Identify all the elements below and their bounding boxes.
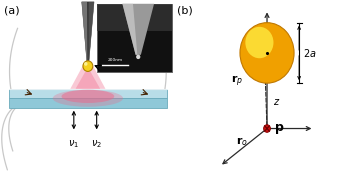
- FancyBboxPatch shape: [97, 4, 172, 72]
- Polygon shape: [82, 2, 87, 61]
- Ellipse shape: [53, 90, 123, 107]
- Polygon shape: [9, 89, 167, 98]
- Text: $\mathbf{p}$: $\mathbf{p}$: [274, 122, 284, 136]
- Polygon shape: [9, 98, 167, 108]
- Text: $2a$: $2a$: [304, 47, 317, 59]
- Text: 200nm: 200nm: [107, 58, 123, 62]
- Polygon shape: [70, 66, 105, 89]
- Polygon shape: [82, 2, 94, 61]
- Circle shape: [83, 61, 93, 71]
- Circle shape: [240, 23, 294, 83]
- Polygon shape: [97, 4, 172, 31]
- Circle shape: [264, 125, 270, 132]
- Ellipse shape: [62, 90, 114, 103]
- Circle shape: [84, 62, 88, 66]
- Text: $\nu_1$: $\nu_1$: [68, 138, 79, 150]
- Text: $z$: $z$: [273, 97, 280, 107]
- Polygon shape: [122, 4, 154, 55]
- Polygon shape: [76, 72, 100, 89]
- Text: (a): (a): [3, 6, 19, 16]
- Text: $\mathbf{r}_o$: $\mathbf{r}_o$: [236, 135, 248, 148]
- Polygon shape: [89, 2, 94, 61]
- Text: (b): (b): [177, 6, 193, 16]
- Circle shape: [136, 55, 140, 59]
- Text: $\nu_2$: $\nu_2$: [91, 138, 102, 150]
- Polygon shape: [122, 4, 137, 55]
- Circle shape: [245, 27, 273, 58]
- Text: $\mathbf{r}_p$: $\mathbf{r}_p$: [231, 74, 243, 89]
